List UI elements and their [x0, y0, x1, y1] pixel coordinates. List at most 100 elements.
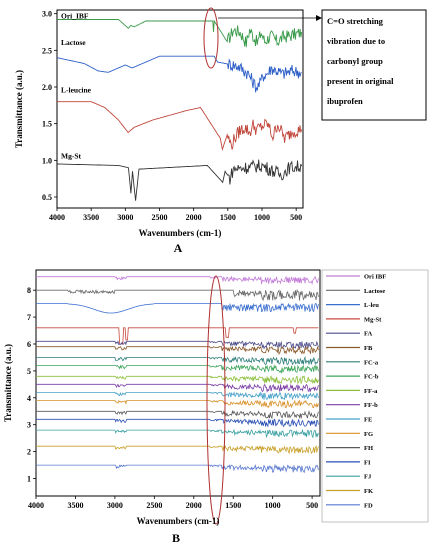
panel-a-y-tick-label: 2.0: [42, 83, 52, 92]
panel-b-series-line-fi: [36, 418, 319, 428]
panel-a-series-group: [56, 19, 303, 201]
panel-b-series-line-fc-b: [36, 364, 319, 375]
panel-b-y-tick-label: 7: [27, 313, 31, 322]
panel-b-x-tick-label: 3500: [67, 501, 83, 510]
panel-b-series-line-fb: [36, 345, 319, 355]
panel-b-legend-label-ff-a: FF-a: [364, 388, 378, 395]
panel-b-x-tick-label: 1500: [225, 501, 241, 510]
panel-b-series-line-fg: [36, 399, 319, 409]
panel-a-series-line-mg-st: [57, 159, 303, 201]
panel-a-plot-frame: [56, 9, 304, 209]
panel-b-x-axis-label: Wavenumbers (cm-1): [137, 516, 220, 526]
panel-b-chart: 4000 3500 3000 2500 2000 1500 1000 500 1 2 3 4 5 6 7 8…: [3, 269, 429, 545]
panel-b-x-tick-label: 1000: [265, 501, 281, 510]
panel-b-series-line-fk: [36, 444, 319, 455]
panel-b-series-line-fj: [36, 428, 319, 439]
panel-b-legend-label-l-leu: L-leu: [364, 302, 379, 309]
panel-b-legend-box: [321, 269, 429, 523]
panel-b-x-tick-label: 3000: [107, 501, 123, 510]
panel-b-series-line-mg-st: [36, 327, 319, 345]
panel-b-legend-label-fb: FB: [364, 345, 373, 352]
panel-b-legend-label-fc-a: FC-a: [364, 359, 379, 366]
panel-b-series-line-lactose: [36, 288, 319, 302]
panel-a-annotation-box: [321, 9, 427, 121]
panel-a-x-tick-label: 500: [290, 213, 302, 222]
panel-b-plot-frame: [35, 269, 321, 497]
panel-a-carbonyl-highlight-ellipse: [203, 7, 219, 69]
panel-b-legend-label-fh: FH: [364, 445, 373, 452]
panel-b-y-tick-label: 4: [27, 394, 31, 403]
panel-a-annotation-line: vibration due to: [327, 36, 385, 46]
panel-b-legend-label-ff-b: FF-b: [364, 402, 378, 409]
panel-a-annotation-line: C=O stretching: [327, 16, 384, 26]
panel-a-y-tick-label: 2.5: [42, 46, 52, 55]
panel-a-annotation-arrowhead: [316, 15, 322, 21]
panel-b-legend-label-ori-ibf: Ori IBF: [364, 274, 386, 281]
panel-b-y-tick-label: 5: [27, 367, 31, 376]
panel-b-legend-label-lactose: Lactose: [364, 288, 385, 295]
panel-b-series-line-ff-b: [36, 383, 319, 393]
panel-a-x-tick-label: 3000: [117, 213, 133, 222]
panel-b-y-tick-label: 3: [27, 421, 31, 430]
panel-a-series-label-lactose: Lactose: [61, 38, 86, 47]
panel-b-series-line-fe: [36, 391, 319, 401]
panel-b-legend-label-mg-st: Mg-St: [364, 316, 382, 323]
panel-a-series-label-ori-ibf: Ori_IBF: [61, 11, 89, 20]
panel-b-x-ticks: 4000 3500 3000 2500 2000 1500 1000 500: [28, 496, 318, 510]
panel-b-legend-label-fg: FG: [364, 431, 373, 438]
panel-b-legend: Ori IBF Lactose L-leu Mg-St FA FB FC-a FC-b FF-a…: [326, 274, 386, 509]
panel-b-series-line-fa: [36, 340, 319, 350]
panel-b-series-line-fc-a: [36, 355, 319, 366]
panel-a-letter: A: [174, 241, 183, 255]
panel-a-series-label-l-leucine: L-leucine: [61, 86, 92, 95]
panel-a-annotation-line: present in original: [327, 76, 394, 86]
panel-a-x-tick-label: 1500: [220, 213, 236, 222]
panel-a-x-tick-label: 4000: [49, 213, 65, 222]
panel-a-y-tick-label: 3.0: [42, 10, 52, 19]
panel-b-series-line-fd: [36, 463, 319, 474]
panel-a-annotation-line: carbonyl group: [327, 56, 383, 66]
panel-a-series-line-lactose: [56, 55, 302, 93]
panel-a-y-tick-label: 1.5: [42, 120, 52, 129]
panel-b-y-tick-label: 8: [27, 286, 31, 295]
panel-a-annotation-line: ibuprofen: [327, 96, 363, 106]
panel-a-x-tick-label: 2000: [186, 213, 202, 222]
panel-b-y-tick-label: 1: [27, 475, 31, 484]
panel-b-series-line-ff-a: [36, 375, 319, 385]
panel-b-legend-label-fk: FK: [364, 488, 373, 495]
panel-b-legend-label-fe: FE: [364, 417, 372, 424]
panel-b-legend-label-fj: FJ: [364, 474, 372, 481]
panel-a-y-tick-label: 0.5: [42, 193, 52, 202]
panel-a-y-tick-label: 1.0: [42, 156, 52, 165]
panel-a-x-tick-label: 2500: [152, 213, 168, 222]
panel-b-y-axis-label: Transmittance (a.u.): [3, 344, 13, 422]
panel-a-x-axis-label: Wavenumbers (cm-1): [139, 228, 222, 238]
panel-b-legend-label-fc-b: FC-b: [364, 374, 379, 381]
panel-b-y-tick-label: 6: [27, 340, 31, 349]
panel-b-carbonyl-highlight-ellipse: [206, 275, 226, 525]
panel-b-letter: B: [172, 531, 180, 545]
panel-b-x-tick-label: 500: [306, 501, 318, 510]
panel-b-legend-label-fi: FI: [364, 459, 371, 466]
panel-a-y-axis-label: Transmittance (a.u.): [14, 70, 24, 148]
panel-a-chart: 4000 3500 3000 2500 2000 1500 1000 500 0.5 1.0 1.…: [14, 7, 427, 255]
panel-a-series-line-l-leucine: [57, 101, 303, 152]
panel-a-series-line-ori-ibf: [57, 19, 303, 48]
panel-b-x-tick-label: 2000: [186, 501, 202, 510]
panel-a-x-tick-label: 1000: [254, 213, 270, 222]
panel-b-series-line-fh: [36, 409, 319, 420]
panel-b-x-tick-label: 2500: [146, 501, 162, 510]
panel-b-y-ticks: 1 2 3 4 5 6 7 8: [27, 286, 36, 484]
panel-a-annotation-text: C=O stretching vibration due to carbonyl g…: [327, 16, 394, 106]
panel-a-series-label-mg-st: Mg-St: [61, 152, 81, 161]
panel-b-legend-label-fd: FD: [364, 502, 373, 509]
panel-a-y-ticks: 0.5 1.0 1.5 2.0 2.5 3.0: [42, 10, 57, 202]
panel-b-series-group: [36, 275, 319, 474]
panel-b-legend-label-fa: FA: [364, 331, 372, 338]
panel-a-series-labels: Ori_IBF Lactose L-leucine Mg-St: [61, 11, 92, 160]
panel-b-series-line-ori-ibf: [36, 275, 319, 286]
panel-b-series-line-l-leu: [36, 302, 319, 314]
panel-b-x-tick-label: 4000: [28, 501, 44, 510]
panel-b-y-tick-label: 2: [27, 448, 31, 457]
